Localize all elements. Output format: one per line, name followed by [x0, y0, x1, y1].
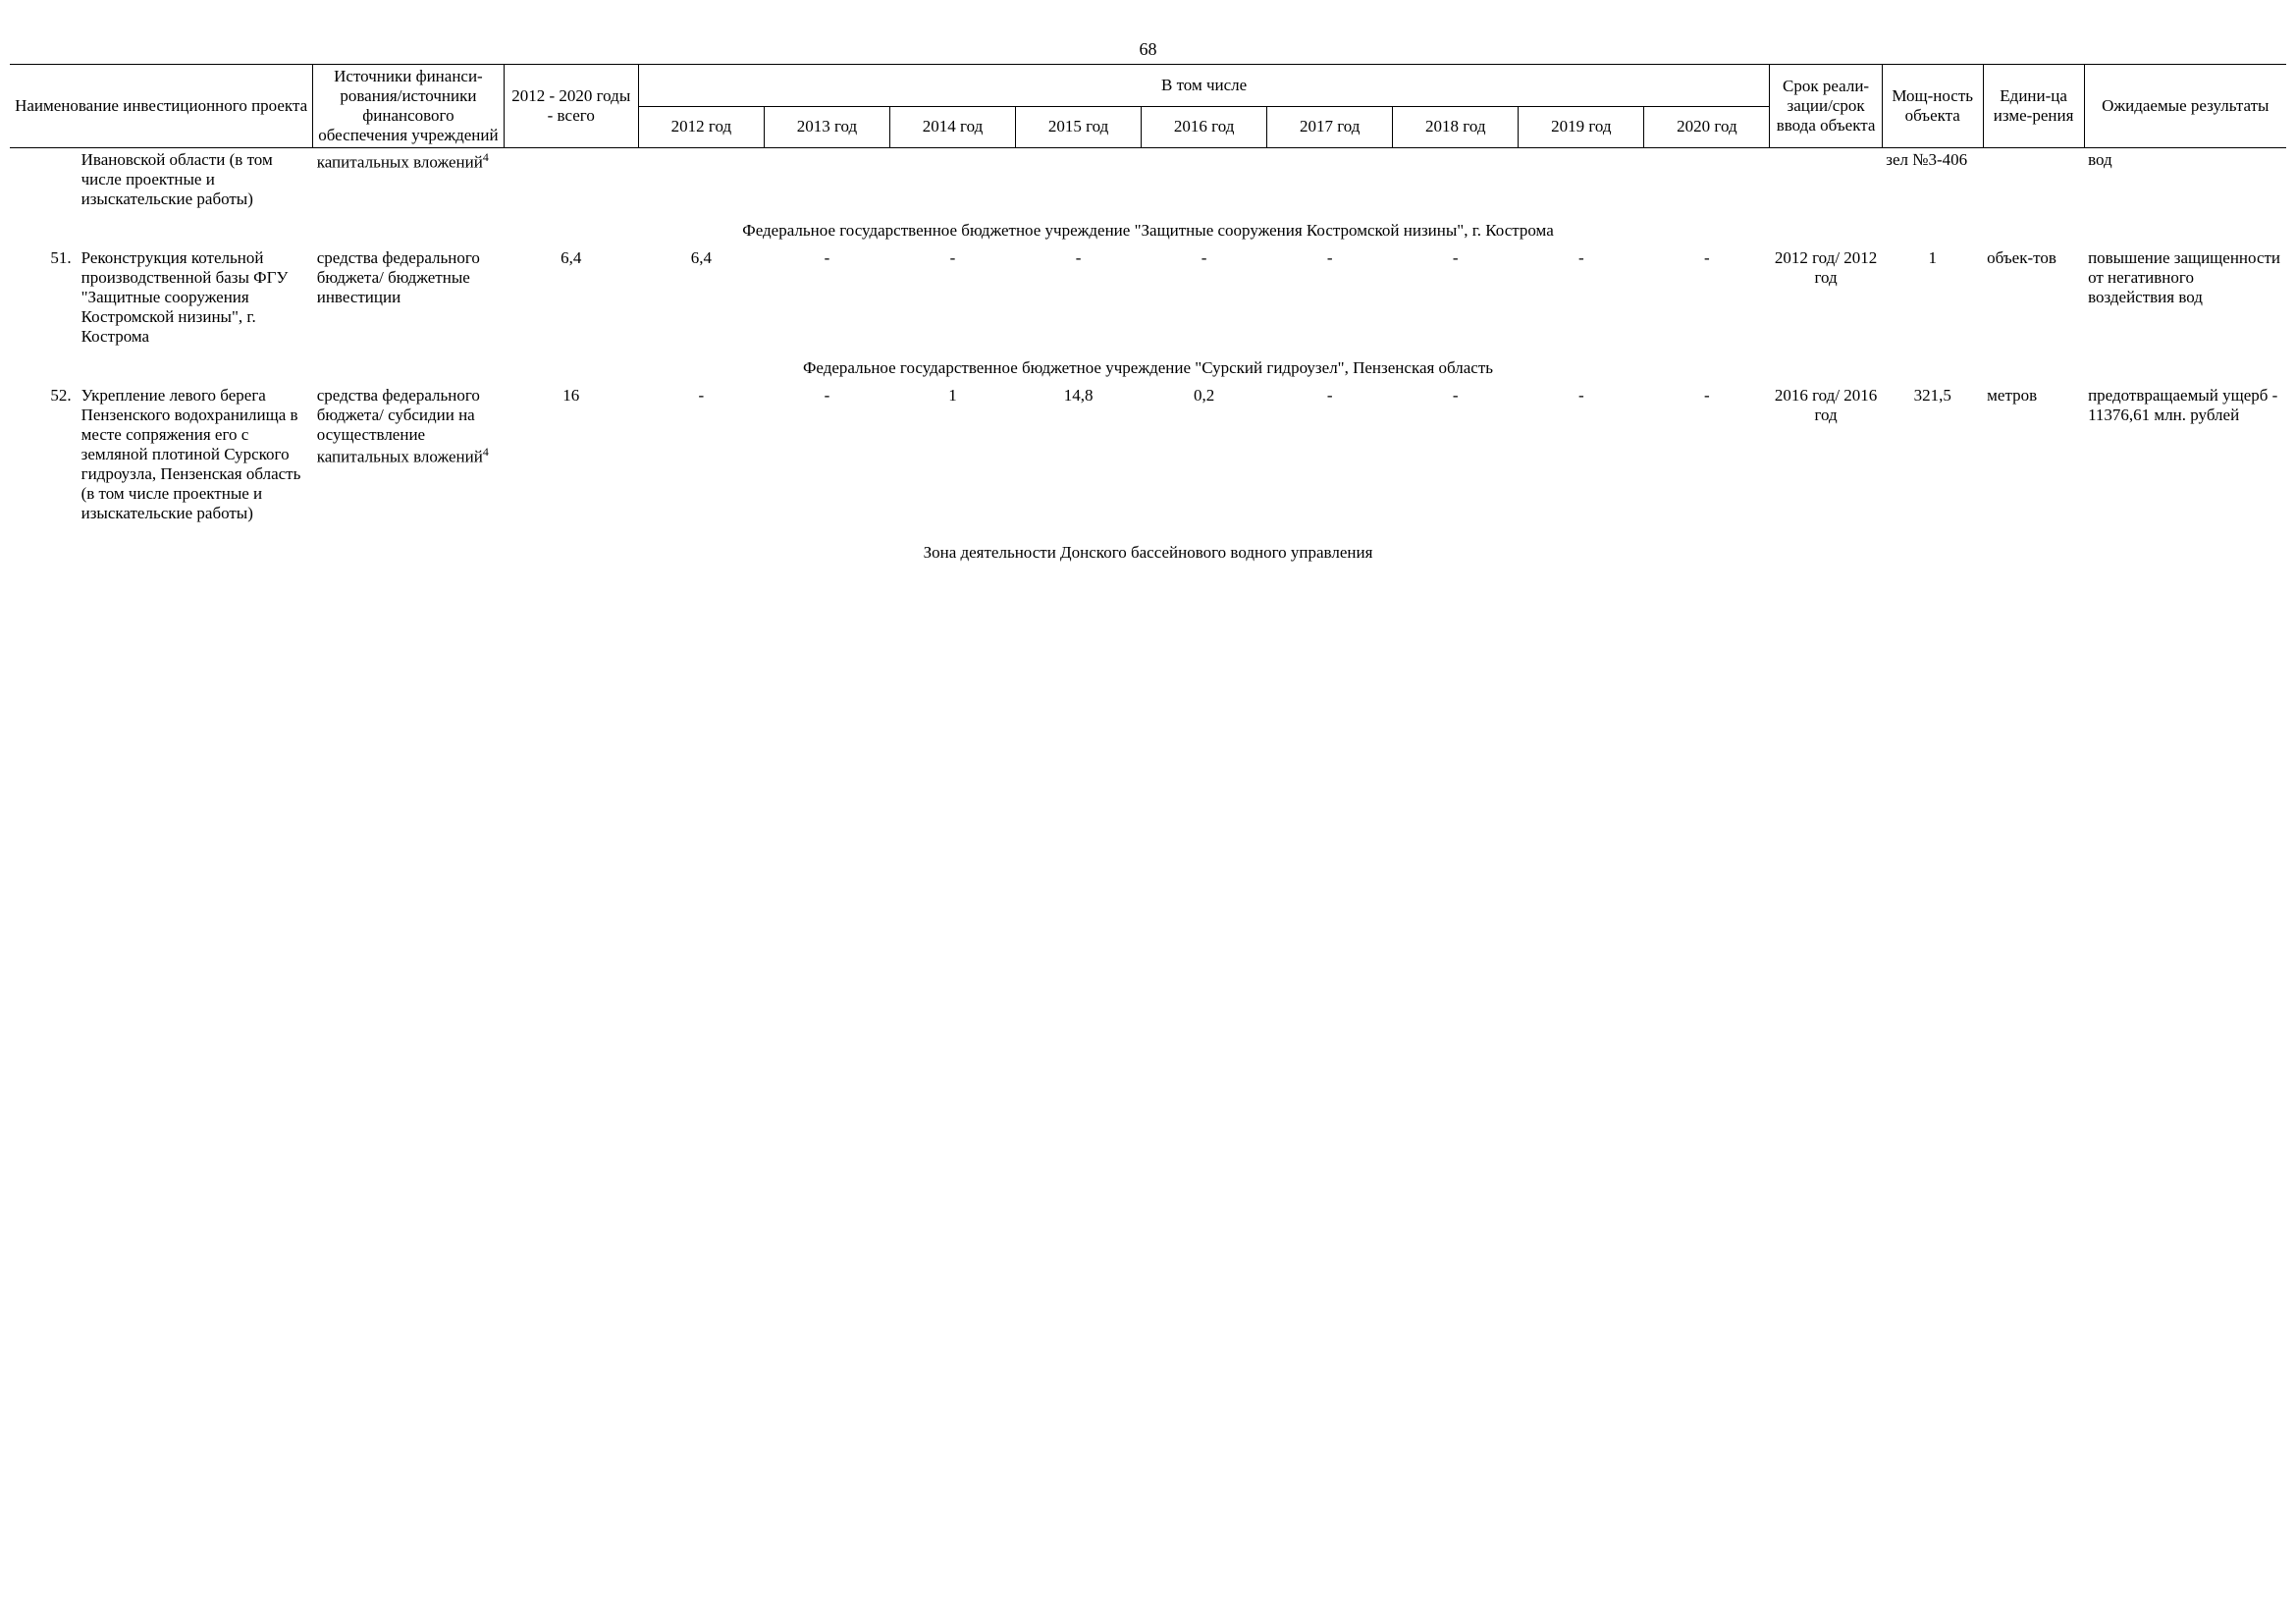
cell-year: - [1393, 384, 1519, 525]
cell-year: - [1142, 246, 1267, 349]
section-heading: Федеральное государственное бюджетное уч… [10, 211, 2286, 246]
cell-result: вод [2084, 148, 2286, 212]
hdr-results: Ожидаемые результаты [2084, 65, 2286, 148]
table-header: Наименование инвестиционного проекта Ист… [10, 65, 2286, 148]
table-row: Ивановской области (в том числе проектны… [10, 148, 2286, 212]
cell-project: Реконструкция котельной производственной… [78, 246, 313, 349]
cell-unit: объек-тов [1983, 246, 2084, 349]
main-table: Наименование инвестиционного проекта Ист… [10, 64, 2286, 565]
hdr-year: 2012 год [638, 106, 764, 148]
cell-year: - [1016, 246, 1142, 349]
cell-project: Ивановской области (в том числе проектны… [78, 148, 313, 212]
hdr-project: Наименование инвестиционного проекта [10, 65, 313, 148]
hdr-capacity: Мощ-ность объекта [1882, 65, 1983, 148]
cell-capacity: зел №3-406 [1882, 148, 1983, 212]
cell-term: 2012 год/ 2012 год [1770, 246, 1882, 349]
cell-year: - [1519, 384, 1644, 525]
cell-year: - [764, 246, 889, 349]
cell-year: - [764, 384, 889, 525]
cell-year: - [1519, 246, 1644, 349]
hdr-including: В том числе [638, 65, 1770, 107]
hdr-year: 2017 год [1267, 106, 1393, 148]
page-number: 68 [10, 39, 2286, 60]
cell-unit: метров [1983, 384, 2084, 525]
cell-result: повышение защищенности от негативного во… [2084, 246, 2286, 349]
table-row: 52. Укрепление левого берега Пензенского… [10, 384, 2286, 525]
table-row: 51. Реконструкция котельной производстве… [10, 246, 2286, 349]
hdr-year: 2019 год [1519, 106, 1644, 148]
hdr-year: 2020 год [1644, 106, 1770, 148]
hdr-unit: Едини-ца изме-рения [1983, 65, 2084, 148]
cell-year: - [1644, 246, 1770, 349]
cell-year: 14,8 [1016, 384, 1142, 525]
hdr-year: 2013 год [764, 106, 889, 148]
cell-year: - [1393, 246, 1519, 349]
cell-result: предотвращаемый ущерб - 11376,61 млн. ру… [2084, 384, 2286, 525]
cell-project: Укрепление левого берега Пензенского вод… [78, 384, 313, 525]
cell-year: 6,4 [638, 246, 764, 349]
cell-year: 0,2 [1142, 384, 1267, 525]
cell-source: средства федерального бюджета/ бюджетные… [313, 246, 504, 349]
cell-capacity: 321,5 [1882, 384, 1983, 525]
cell-num: 52. [10, 384, 78, 525]
hdr-sources: Источники финанси-рования/источники фина… [313, 65, 504, 148]
cell-total: 16 [504, 384, 638, 525]
cell-term: 2016 год/ 2016 год [1770, 384, 1882, 525]
cell-source: средства федерального бюджета/ субсидии … [313, 384, 504, 525]
cell-total: 6,4 [504, 246, 638, 349]
cell-year: - [1267, 384, 1393, 525]
cell-year: - [638, 384, 764, 525]
hdr-year: 2018 год [1393, 106, 1519, 148]
footer-heading: Зона деятельности Донского бассейнового … [10, 525, 2286, 565]
hdr-term: Срок реали-зации/срок ввода объекта [1770, 65, 1882, 148]
cell-num: 51. [10, 246, 78, 349]
cell-capacity: 1 [1882, 246, 1983, 349]
section-heading: Федеральное государственное бюджетное уч… [10, 349, 2286, 384]
hdr-year: 2014 год [889, 106, 1015, 148]
cell-year: - [1267, 246, 1393, 349]
hdr-total: 2012 - 2020 годы - всего [504, 65, 638, 148]
cell-year: - [889, 246, 1015, 349]
cell-year: 1 [889, 384, 1015, 525]
cell-year: - [1644, 384, 1770, 525]
hdr-year: 2016 год [1142, 106, 1267, 148]
cell-source: капитальных вложений4 [313, 148, 504, 212]
hdr-year: 2015 год [1016, 106, 1142, 148]
